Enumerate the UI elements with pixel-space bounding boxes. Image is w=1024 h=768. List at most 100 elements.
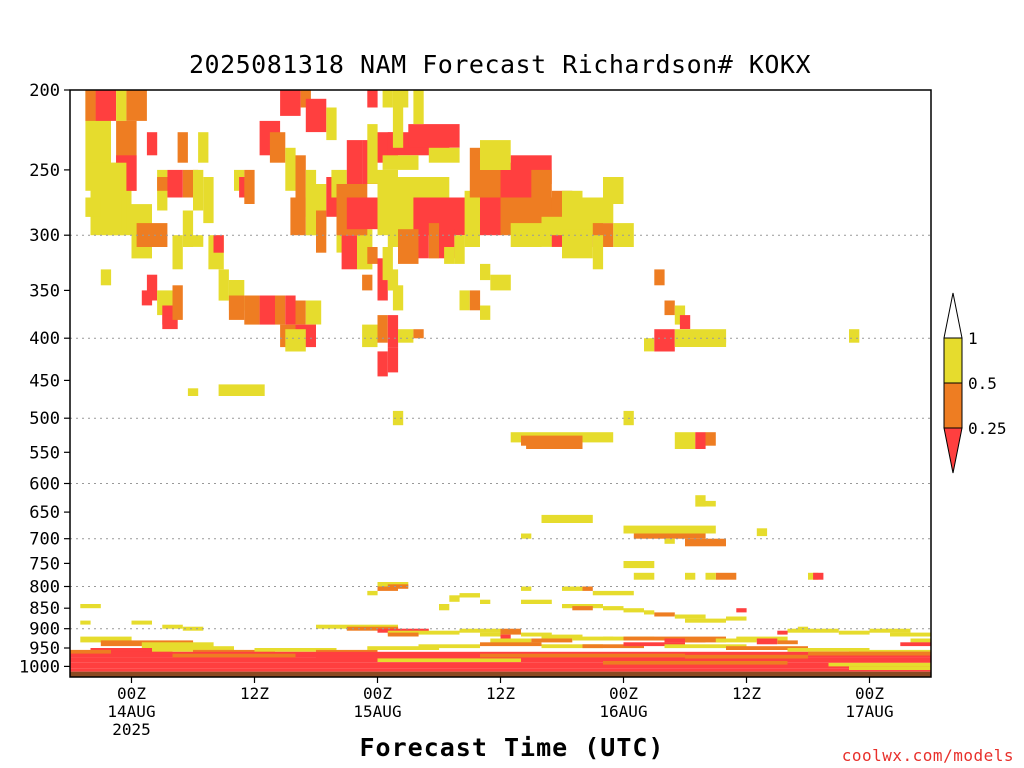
heatmap-cell bbox=[521, 586, 532, 591]
heatmap-cell bbox=[300, 90, 311, 108]
y-tick-label: 650 bbox=[29, 503, 60, 523]
heatmap-cell bbox=[193, 169, 204, 211]
heatmap-cell bbox=[418, 644, 480, 649]
heatmap-cell bbox=[726, 616, 747, 621]
heatmap-cell bbox=[623, 608, 644, 613]
y-tick-label: 250 bbox=[29, 161, 60, 181]
heatmap-cell bbox=[849, 649, 931, 654]
heatmap-cell bbox=[459, 290, 470, 311]
heatmap-cell bbox=[685, 654, 808, 659]
heatmap-cell bbox=[603, 661, 788, 665]
y-tick-label: 850 bbox=[29, 599, 60, 619]
heatmap-cell bbox=[521, 599, 552, 604]
heatmap-cell bbox=[695, 495, 706, 507]
y-tick-label: 450 bbox=[29, 371, 60, 391]
heatmap-cell bbox=[756, 528, 768, 537]
heatmap-cell bbox=[480, 599, 491, 604]
heatmap-cell bbox=[526, 439, 583, 449]
heatmap-cell bbox=[459, 628, 501, 633]
heatmap-cell bbox=[387, 347, 399, 373]
heatmap-cell bbox=[305, 300, 322, 325]
heatmap-cell bbox=[167, 169, 183, 198]
heatmap-cell bbox=[213, 235, 224, 253]
heatmap-cell bbox=[70, 649, 111, 654]
y-tick-label: 900 bbox=[29, 620, 60, 640]
heatmap-cell bbox=[480, 653, 685, 658]
heatmap-cell bbox=[367, 247, 378, 264]
x-tick-label: 16AUG bbox=[599, 702, 647, 721]
heatmap-cell bbox=[387, 584, 409, 589]
heatmap-cell bbox=[382, 247, 393, 281]
heatmap-cell bbox=[413, 197, 501, 236]
legend-arrow-top bbox=[943, 292, 963, 339]
heatmap-cell bbox=[685, 618, 726, 623]
heatmap-cell bbox=[80, 636, 132, 643]
heatmap-cell bbox=[603, 177, 624, 204]
heatmap-cell bbox=[654, 612, 675, 617]
y-tick-label: 400 bbox=[29, 329, 60, 349]
y-tick-label: 500 bbox=[29, 409, 60, 429]
heatmap-cell bbox=[362, 274, 373, 291]
x-tick-label: 12Z bbox=[240, 684, 269, 703]
y-tick-label: 800 bbox=[29, 578, 60, 598]
heatmap-cell bbox=[715, 572, 737, 580]
heatmap-cell bbox=[623, 642, 685, 647]
heatmap-cell bbox=[367, 590, 378, 596]
heatmap-cell bbox=[464, 190, 480, 247]
y-tick-label: 200 bbox=[29, 81, 60, 101]
heatmap-cell bbox=[203, 177, 214, 224]
heatmap-cell bbox=[269, 132, 286, 163]
heatmap-cell bbox=[674, 432, 696, 449]
color-legend: 1 0.5 0.25 bbox=[943, 292, 1007, 474]
y-tick-label: 750 bbox=[29, 554, 60, 574]
heatmap-cell bbox=[418, 630, 460, 635]
heatmap-cell bbox=[177, 132, 188, 163]
heatmap-cell bbox=[490, 274, 511, 291]
chart-title: 2025081318 NAM Forecast Richardson# KOKX bbox=[188, 50, 812, 79]
heatmap-cell bbox=[813, 572, 824, 580]
heatmap-cell bbox=[387, 632, 419, 637]
heatmap-cell bbox=[562, 586, 583, 591]
heatmap-cell bbox=[162, 624, 183, 629]
heatmap-cell bbox=[500, 628, 521, 635]
heatmap-cell bbox=[869, 628, 911, 633]
heatmap-cell bbox=[377, 586, 398, 591]
heatmap-cell bbox=[90, 648, 173, 654]
heatmap-cell bbox=[367, 124, 378, 184]
heatmap-cell bbox=[413, 329, 424, 339]
heatmap-cell bbox=[582, 644, 644, 649]
heatmap-cell bbox=[259, 295, 275, 325]
heatmap-cell bbox=[705, 432, 716, 446]
x-tick-label: 00Z bbox=[855, 684, 884, 703]
heatmap-cell bbox=[367, 90, 378, 108]
heatmap-cell bbox=[644, 610, 655, 615]
gridlines bbox=[70, 234, 931, 630]
heatmap-cell bbox=[182, 210, 194, 247]
heatmap-cell bbox=[146, 132, 158, 156]
heatmap-cell bbox=[377, 582, 409, 587]
heatmap-cell bbox=[111, 169, 122, 230]
heatmap-cell bbox=[685, 538, 726, 547]
heatmap-cell bbox=[572, 636, 614, 641]
heatmap-cell bbox=[152, 646, 234, 652]
heatmap-cell bbox=[80, 620, 91, 625]
heatmap-cell bbox=[316, 653, 480, 658]
heatmap-cell bbox=[413, 90, 424, 125]
heatmap-cell bbox=[367, 646, 440, 650]
heatmap-cell bbox=[172, 235, 183, 270]
heatmap-cell bbox=[398, 229, 419, 264]
heatmap-cell bbox=[454, 235, 465, 264]
x-axis-title: Forecast Time (UTC) bbox=[359, 733, 665, 762]
legend-label: 0.5 bbox=[968, 374, 997, 393]
heatmap-cell bbox=[623, 561, 655, 569]
heatmap-cell bbox=[382, 90, 393, 108]
heatmap-cell bbox=[295, 300, 306, 325]
x-tick-label: 12Z bbox=[486, 684, 515, 703]
heatmap-cell bbox=[172, 653, 296, 658]
heatmap-cell bbox=[674, 338, 727, 347]
heatmap-cell bbox=[146, 274, 158, 301]
heatmap-cell bbox=[172, 285, 183, 320]
x-tick-label: 17AUG bbox=[845, 702, 893, 721]
heatmap-cell bbox=[218, 384, 265, 396]
